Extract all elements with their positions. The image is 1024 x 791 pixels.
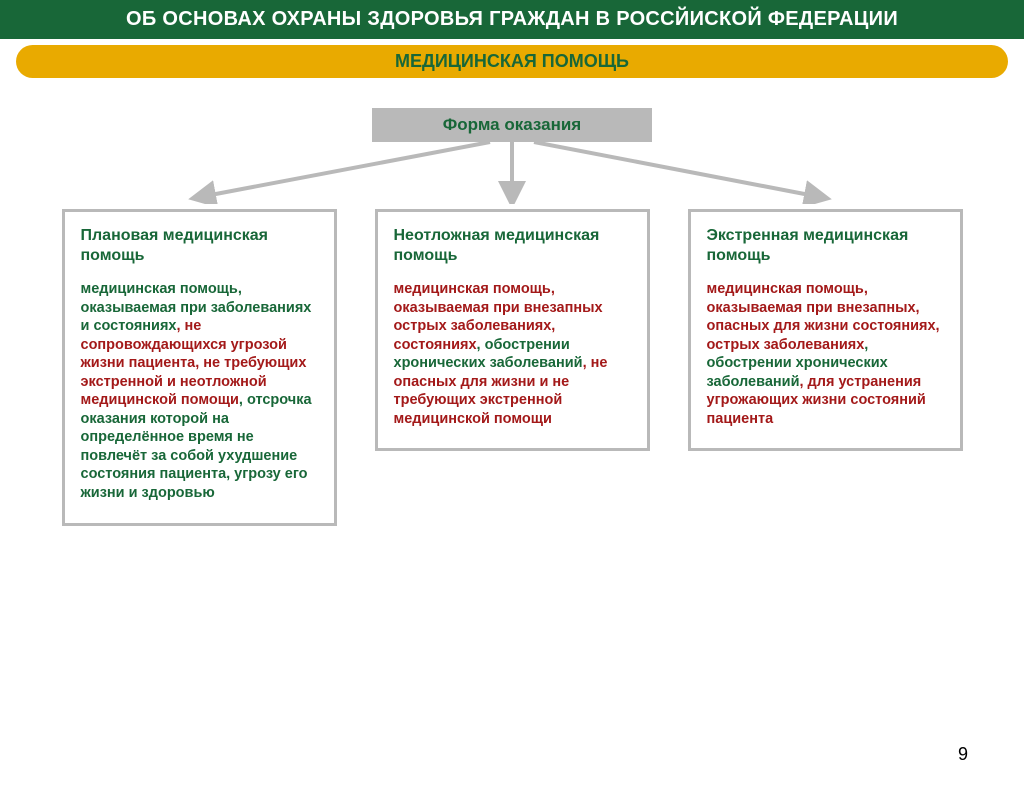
info-card-1: Неотложная медицинская помощь медицинская… — [375, 209, 650, 451]
text-segment: , отсрочка оказания которой на определён… — [81, 392, 312, 501]
card-title: Неотложная медицинская помощь — [394, 226, 631, 266]
info-card-2: Экстренная медицинская помощь медицинская… — [688, 209, 963, 451]
card-body: медицинская помощь, оказываемая при внез… — [394, 280, 631, 428]
slide-title: ОБ ОСНОВАХ ОХРАНЫ ЗДОРОВЬЯ ГРАЖДАН В РОС… — [0, 0, 1024, 39]
page-number: 9 — [958, 744, 968, 765]
card-title: Плановая медицинская помощь — [81, 226, 318, 266]
text-segment: медицинская помощь, оказываемая при внез… — [707, 281, 940, 353]
center-category-box: Форма оказания — [372, 108, 652, 142]
card-title: Экстренная медицинская помощь — [707, 226, 944, 266]
card-row: Плановая медицинская помощь медицинская п… — [50, 209, 974, 526]
connector-arrows — [0, 142, 1024, 204]
info-card-0: Плановая медицинская помощь медицинская п… — [62, 209, 337, 526]
card-body: медицинская помощь, оказываемая при внез… — [707, 280, 944, 428]
slide-subtitle: МЕДИЦИНСКАЯ ПОМОЩЬ — [16, 45, 1008, 78]
card-body: медицинская помощь, оказываемая при забо… — [81, 280, 318, 503]
